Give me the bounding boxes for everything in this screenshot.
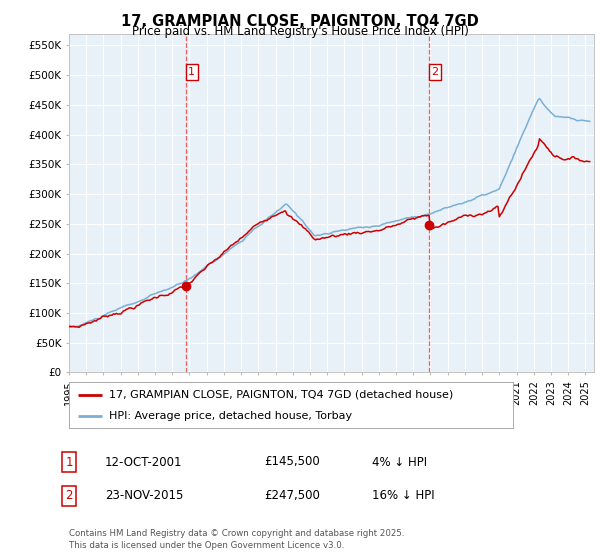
Text: 2: 2 bbox=[65, 489, 73, 502]
Text: 12-OCT-2001: 12-OCT-2001 bbox=[105, 455, 182, 469]
Text: 17, GRAMPIAN CLOSE, PAIGNTON, TQ4 7GD: 17, GRAMPIAN CLOSE, PAIGNTON, TQ4 7GD bbox=[121, 14, 479, 29]
Text: Price paid vs. HM Land Registry's House Price Index (HPI): Price paid vs. HM Land Registry's House … bbox=[131, 25, 469, 38]
Text: 17, GRAMPIAN CLOSE, PAIGNTON, TQ4 7GD (detached house): 17, GRAMPIAN CLOSE, PAIGNTON, TQ4 7GD (d… bbox=[109, 390, 453, 400]
Text: 1: 1 bbox=[188, 67, 195, 77]
Text: 4% ↓ HPI: 4% ↓ HPI bbox=[372, 455, 427, 469]
Text: £145,500: £145,500 bbox=[264, 455, 320, 469]
Text: Contains HM Land Registry data © Crown copyright and database right 2025.
This d: Contains HM Land Registry data © Crown c… bbox=[69, 529, 404, 550]
Text: 2: 2 bbox=[431, 67, 439, 77]
Text: 23-NOV-2015: 23-NOV-2015 bbox=[105, 489, 184, 502]
Text: £247,500: £247,500 bbox=[264, 489, 320, 502]
Text: 1: 1 bbox=[65, 455, 73, 469]
Text: HPI: Average price, detached house, Torbay: HPI: Average price, detached house, Torb… bbox=[109, 411, 352, 421]
Text: 16% ↓ HPI: 16% ↓ HPI bbox=[372, 489, 434, 502]
